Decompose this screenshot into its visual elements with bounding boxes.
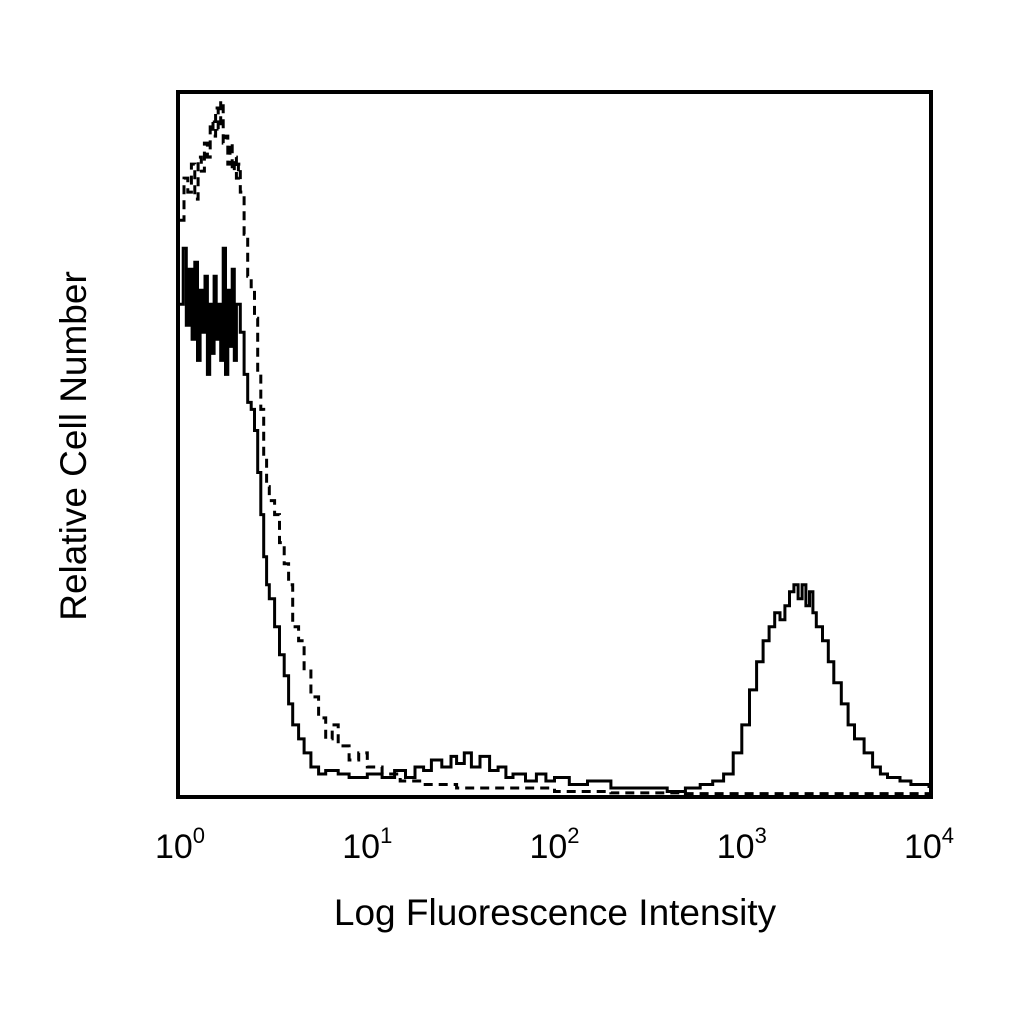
x-tick-label: 103 [717, 823, 767, 866]
x-tick-label: 100 [155, 823, 205, 866]
x-axis-label: Log Fluorescence Intensity [334, 892, 777, 933]
series-dashed-line [180, 99, 929, 796]
x-tick-label: 104 [904, 823, 954, 866]
x-tick-label: 101 [342, 823, 392, 866]
x-tick-label: 102 [529, 823, 579, 866]
x-tick-exponent: 2 [567, 823, 579, 848]
x-tick-base: 10 [529, 828, 567, 866]
x-tick-labels: 100 101 102 103 104 [155, 823, 954, 866]
x-tick-exponent: 4 [942, 823, 954, 848]
x-tick-base: 10 [717, 828, 755, 866]
x-tick-exponent: 0 [193, 823, 205, 848]
series-solid-line [180, 246, 931, 793]
x-tick-exponent: 1 [380, 823, 392, 848]
plot-frame [176, 90, 933, 799]
series-layer [180, 99, 931, 796]
x-tick-base: 10 [904, 828, 942, 866]
y-axis-label: Relative Cell Number [53, 271, 94, 621]
x-tick-base: 10 [342, 828, 380, 866]
x-tick-exponent: 3 [755, 823, 767, 848]
x-tick-base: 10 [155, 828, 193, 866]
